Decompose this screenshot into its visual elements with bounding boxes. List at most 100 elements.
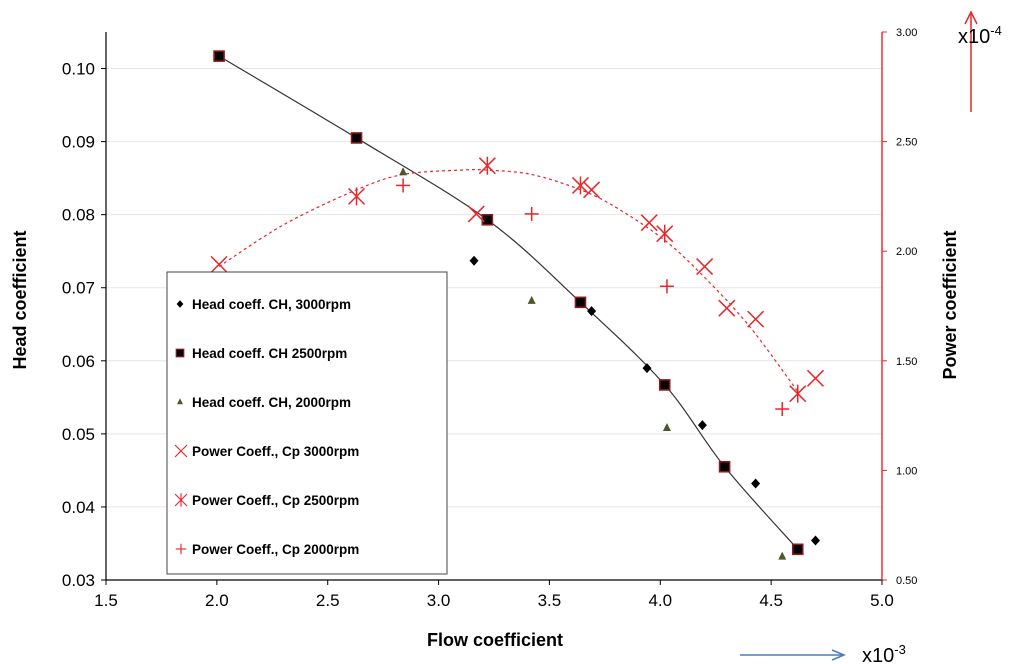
legend-item: Head coeff. CH, 3000rpm bbox=[176, 297, 351, 312]
legend-item: Power Coeff., Cp 2500rpm bbox=[174, 493, 359, 508]
data-point-series-1 bbox=[751, 478, 761, 489]
data-point-series-2 bbox=[791, 543, 804, 556]
legend-marker-shape bbox=[175, 543, 187, 555]
x-tick-label: 4.5 bbox=[759, 591, 783, 610]
data-point-series-6 bbox=[396, 178, 411, 193]
right-y-axis-title: Power coefficient bbox=[940, 230, 960, 379]
x-tick-label: 5.0 bbox=[870, 591, 894, 610]
left-tick-label: 0.08 bbox=[62, 206, 95, 225]
legend-marker bbox=[174, 493, 188, 507]
legend-box bbox=[166, 271, 448, 575]
legend-label: Power Coeff., Cp 3000rpm bbox=[192, 444, 359, 459]
x-tick-label: 3.0 bbox=[427, 591, 451, 610]
legend-label: Head coeff. CH 2500rpm bbox=[192, 346, 347, 361]
data-point-series-4 bbox=[747, 310, 765, 328]
data-point-series-4 bbox=[696, 258, 714, 276]
data-point-series-2 bbox=[481, 213, 494, 226]
x-tick-label: 2.5 bbox=[316, 591, 340, 610]
legend-marker bbox=[176, 300, 184, 308]
x-axis-title: Flow coefficient bbox=[427, 630, 563, 650]
left-tick-label: 0.05 bbox=[62, 425, 95, 444]
legend-label: Head coeff. CH, 3000rpm bbox=[192, 297, 351, 312]
marker-stroke bbox=[696, 258, 714, 276]
legend-label: Power Coeff., Cp 2000rpm bbox=[192, 542, 359, 557]
right-tick-label: 0.50 bbox=[896, 575, 917, 587]
left-y-axis-title: Head coefficient bbox=[10, 230, 30, 369]
right-tick-label: 3.00 bbox=[896, 27, 917, 39]
data-point-series-5 bbox=[478, 156, 496, 175]
data-point-series-2 bbox=[658, 379, 671, 391]
legend-item: Head coeff. CH, 2000rpm bbox=[177, 395, 351, 410]
right-tick-label: 2.00 bbox=[896, 246, 917, 258]
data-point-series-4 bbox=[467, 205, 485, 223]
data-point-series-3 bbox=[778, 551, 787, 560]
left-tick-label: 0.04 bbox=[62, 498, 95, 517]
data-point-series-5 bbox=[789, 384, 807, 403]
marker-stroke bbox=[806, 369, 825, 387]
marker-stroke bbox=[467, 205, 485, 223]
left-tick-label: 0.06 bbox=[62, 352, 95, 371]
marker-stroke bbox=[640, 214, 658, 232]
left-tick-label: 0.10 bbox=[62, 60, 95, 79]
legend-item: Head coeff. CH 2500rpm bbox=[175, 346, 347, 361]
legend-marker bbox=[177, 398, 183, 405]
data-point-series-5 bbox=[571, 176, 589, 195]
data-point-series-3 bbox=[662, 423, 671, 432]
legend-marker bbox=[175, 543, 187, 555]
marker-stroke bbox=[210, 255, 228, 273]
x-tick-label: 3.5 bbox=[538, 591, 562, 610]
data-point-series-1 bbox=[810, 535, 820, 546]
right-tick-label: 1.50 bbox=[896, 356, 917, 368]
legend-marker-shape bbox=[176, 300, 184, 308]
data-point-series-6 bbox=[659, 279, 674, 294]
legend-marker-shape bbox=[174, 493, 188, 507]
legend: Head coeff. CH, 3000rpm Head coeff. CH 25… bbox=[166, 271, 448, 575]
left-tick-label: 0.07 bbox=[62, 279, 95, 298]
data-point-series-4 bbox=[640, 214, 658, 232]
power-coefficient-trendline bbox=[218, 168, 799, 392]
data-point-series-2 bbox=[718, 460, 731, 473]
up-arrow-head-icon bbox=[964, 10, 978, 25]
legend-item: Power Coeff., Cp 3000rpm bbox=[174, 444, 359, 459]
data-point-series-2 bbox=[350, 132, 363, 144]
data-point-series-1 bbox=[587, 306, 597, 317]
legend-item: Power Coeff., Cp 2000rpm bbox=[175, 542, 359, 557]
legend-marker-shape bbox=[175, 348, 185, 358]
y2-multiplier-label: x10-4 bbox=[958, 23, 1002, 48]
legend-marker bbox=[175, 348, 185, 358]
x-multiplier-label: x10-3 bbox=[862, 642, 906, 664]
x-tick-label: 2.0 bbox=[205, 591, 229, 610]
data-point-series-4 bbox=[583, 181, 601, 199]
marker-stroke bbox=[583, 181, 601, 199]
data-point-series-5 bbox=[656, 224, 674, 243]
legend-marker-shape bbox=[177, 398, 183, 405]
data-point-series-4 bbox=[806, 369, 825, 387]
legend-marker-shape bbox=[174, 444, 188, 458]
data-point-series-4 bbox=[210, 255, 228, 273]
marker-stroke bbox=[174, 444, 188, 458]
data-point-series-5 bbox=[348, 187, 366, 206]
data-points bbox=[210, 50, 825, 560]
data-point-series-1 bbox=[642, 363, 652, 374]
data-point-series-6 bbox=[524, 206, 539, 221]
right-tick-label: 2.50 bbox=[896, 137, 917, 149]
left-tick-label: 0.03 bbox=[62, 571, 95, 590]
legend-label: Power Coeff., Cp 2500rpm bbox=[192, 493, 359, 508]
data-point-series-1 bbox=[469, 255, 479, 266]
axes: 0.03 0.04 0.05 0.06 0.07 0.08 0.09 0.10 0.50 1.00… bbox=[62, 27, 918, 610]
right-arrow-head-icon bbox=[831, 649, 846, 661]
x-tick-label: 1.5 bbox=[94, 591, 118, 610]
marker-stroke bbox=[747, 310, 765, 328]
data-point-series-3 bbox=[399, 167, 408, 176]
y2-multiplier-annotation: x10-4 bbox=[958, 10, 1002, 112]
marker-stroke bbox=[718, 299, 736, 317]
data-point-series-6 bbox=[775, 402, 790, 417]
right-tick-label: 1.00 bbox=[896, 465, 917, 477]
data-point-series-2 bbox=[213, 50, 225, 62]
data-point-series-3 bbox=[527, 295, 536, 304]
data-point-series-1 bbox=[697, 420, 707, 431]
x-multiplier-annotation: x10-3 bbox=[740, 642, 906, 664]
legend-marker bbox=[174, 444, 188, 458]
x-tick-label: 4.0 bbox=[648, 591, 672, 610]
